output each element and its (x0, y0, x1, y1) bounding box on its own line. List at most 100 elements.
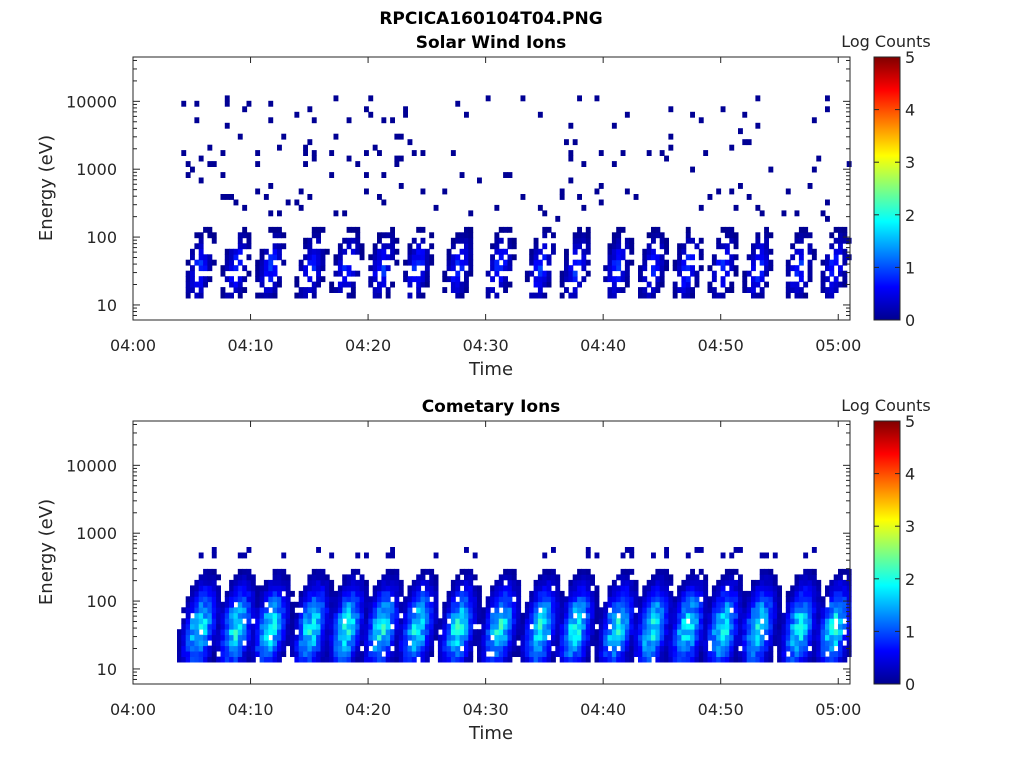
heatmap-cell (390, 634, 395, 641)
heatmap-cell (416, 596, 422, 603)
heatmap-cell (316, 623, 321, 630)
heatmap-cell (846, 629, 852, 636)
heatmap-cell (624, 651, 630, 657)
heatmap-cell (833, 607, 839, 614)
heatmap-cell (733, 656, 739, 663)
heatmap-cell (751, 579, 756, 586)
heatmap-cell (711, 292, 717, 299)
heatmap-cell (642, 287, 648, 293)
heatmap-cell (494, 607, 500, 614)
heatmap-cell (381, 596, 387, 603)
heatmap-cell (263, 651, 269, 657)
heatmap-cell (477, 656, 482, 663)
heatmap-cell (368, 656, 374, 663)
heatmap-cell (211, 640, 217, 647)
heatmap-cell (464, 574, 469, 581)
heatmap-cell (838, 634, 843, 641)
heatmap-cell (307, 596, 313, 603)
heatmap-cell (494, 612, 500, 619)
heatmap-cell (364, 552, 369, 559)
heatmap-cell (733, 612, 739, 619)
heatmap-cell (655, 579, 661, 586)
heatmap-cell (259, 248, 265, 255)
heatmap-cell (350, 226, 356, 233)
heatmap-cell (624, 265, 630, 272)
heatmap-cell (572, 623, 578, 630)
heatmap-cell (190, 640, 195, 647)
heatmap-cell (390, 590, 395, 597)
heatmap-cell (190, 607, 195, 614)
heatmap-cell (742, 640, 748, 647)
heatmap-cell (529, 607, 535, 614)
heatmap-cell (503, 640, 508, 647)
heatmap-cell (220, 607, 226, 614)
heatmap-cell (833, 601, 839, 608)
heatmap-cell (316, 232, 321, 239)
heatmap-cell (651, 232, 656, 239)
heatmap-cell (794, 596, 800, 603)
heatmap-cell (190, 287, 195, 293)
heatmap-cell (455, 574, 461, 581)
heatmap-cell (333, 596, 339, 603)
heatmap-cell (807, 183, 813, 189)
heatmap-cell (738, 585, 743, 592)
heatmap-cell (772, 574, 778, 581)
heatmap-cell (233, 618, 239, 625)
heatmap-cell (807, 276, 813, 283)
heatmap-cell (659, 265, 665, 272)
heatmap-cell (616, 607, 622, 614)
heatmap-cell (698, 640, 704, 647)
heatmap-cell (611, 292, 617, 299)
heatmap-cell (420, 590, 426, 597)
heatmap-cell (198, 259, 204, 266)
heatmap-cell (255, 259, 261, 266)
figure-title: RPCICA160104T04.PNG (379, 9, 602, 29)
heatmap-cell (194, 612, 200, 619)
heatmap-cell (620, 656, 626, 663)
heatmap-cell (311, 150, 317, 156)
heatmap-cell (698, 607, 704, 614)
heatmap-cell (785, 629, 791, 636)
heatmap-cell (303, 618, 308, 625)
heatmap-cell (420, 640, 426, 647)
heatmap-cell (646, 585, 652, 592)
heatmap-cell (285, 629, 291, 636)
heatmap-cell (490, 612, 495, 619)
heatmap-cell (581, 623, 587, 630)
heatmap-cell (733, 568, 739, 575)
heatmap-cell (581, 276, 587, 283)
heatmap-cell (285, 601, 291, 608)
heatmap-cell (407, 612, 413, 619)
heatmap-cell (355, 601, 361, 608)
heatmap-cell (411, 596, 417, 603)
heatmap-cell (385, 265, 391, 272)
heatmap-cell (237, 612, 243, 619)
heatmap-cell (807, 618, 813, 625)
heatmap-cell (377, 237, 382, 244)
heatmap-cell (524, 612, 530, 619)
heatmap-cell (220, 629, 226, 636)
heatmap-cell (659, 281, 665, 288)
heatmap-cell (416, 618, 422, 625)
heatmap-cell (624, 596, 630, 603)
heatmap-cell (616, 254, 622, 261)
heatmap-cell (820, 634, 826, 641)
heatmap-cell (355, 651, 361, 657)
heatmap-cell (320, 634, 326, 641)
heatmap-cell (829, 651, 835, 657)
heatmap-cell (694, 243, 700, 250)
heatmap-cell (429, 574, 435, 581)
heatmap-cell (724, 259, 730, 266)
heatmap-cell (529, 629, 535, 636)
heatmap-cell (668, 656, 674, 663)
heatmap-cell (429, 590, 435, 597)
heatmap-cell (672, 634, 678, 641)
heatmap-cell (724, 596, 730, 603)
heatmap-cell (668, 133, 674, 140)
heatmap-cell (616, 259, 622, 266)
heatmap-cell (564, 254, 569, 261)
heatmap-cell (268, 226, 274, 233)
heatmap-cell (203, 596, 208, 603)
heatmap-cell (694, 640, 700, 647)
heatmap-cell (368, 651, 374, 657)
